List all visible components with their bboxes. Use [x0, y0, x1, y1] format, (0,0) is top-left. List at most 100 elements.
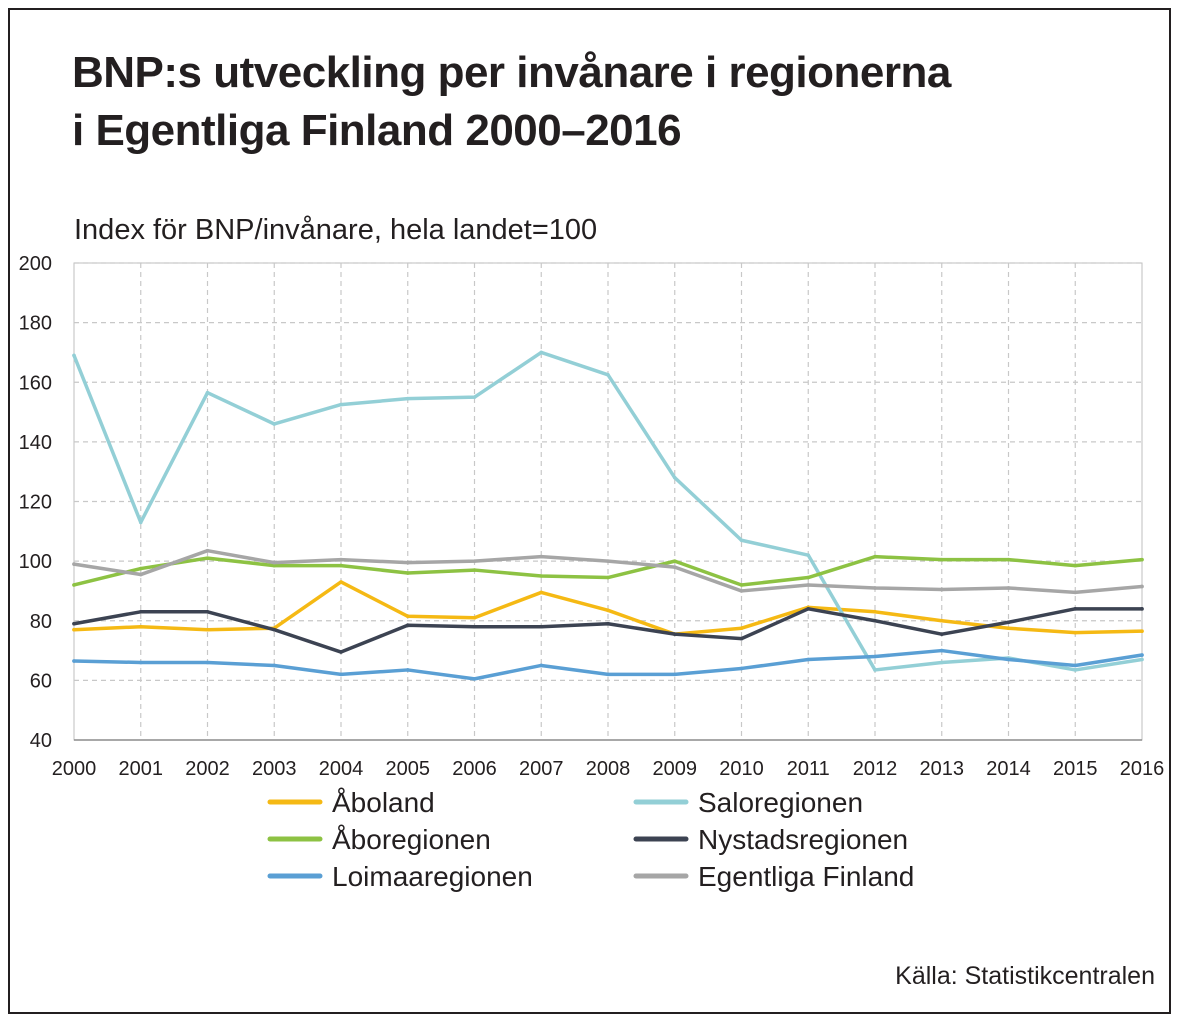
- legend-item: Egentliga Finland: [633, 861, 914, 892]
- data-point: [806, 583, 811, 587]
- data-point: [405, 623, 410, 628]
- data-point: [138, 572, 143, 577]
- y-tick-label: 60: [30, 670, 52, 692]
- data-point: [539, 554, 544, 559]
- legend-label: Åboregionen: [332, 824, 491, 855]
- data-point: [939, 660, 944, 665]
- data-point: [1006, 657, 1011, 662]
- data-point: [539, 663, 544, 668]
- x-tick-label: 2006: [452, 758, 497, 780]
- y-tick-label: 80: [30, 611, 52, 633]
- y-tick-label: 100: [19, 551, 52, 573]
- data-point: [873, 668, 877, 672]
- legend-label: Nystadsregionen: [698, 824, 908, 855]
- data-point: [339, 650, 343, 654]
- x-tick-label: 2016: [1120, 758, 1165, 780]
- legend-label: Åboland: [332, 787, 435, 818]
- data-point: [339, 563, 343, 568]
- data-point: [739, 636, 744, 641]
- data-point: [539, 350, 544, 355]
- data-point: [672, 565, 677, 569]
- data-point: [939, 648, 944, 653]
- x-tick-label: 2014: [986, 758, 1031, 780]
- data-point: [205, 548, 210, 553]
- x-tick-label: 2015: [1053, 758, 1098, 780]
- x-tick-label: 2005: [386, 758, 431, 780]
- data-point: [72, 562, 76, 566]
- data-point: [1073, 663, 1078, 668]
- data-point: [205, 610, 210, 614]
- data-point: [405, 614, 410, 619]
- data-point: [1140, 584, 1144, 589]
- y-tick-label: 180: [19, 313, 52, 335]
- data-point: [72, 353, 76, 358]
- title-line-1: BNP:s utveckling per invånare i regioner…: [72, 48, 951, 97]
- x-tick-label: 2002: [185, 758, 230, 780]
- legend-item: Åboregionen: [267, 824, 491, 855]
- series-aboregionen: [72, 554, 1144, 587]
- data-point: [873, 586, 877, 590]
- data-point: [272, 627, 277, 632]
- data-point: [272, 422, 277, 426]
- data-point: [739, 666, 744, 671]
- y-tick-label: 160: [19, 372, 52, 394]
- data-point: [539, 574, 544, 578]
- data-point: [606, 672, 610, 677]
- data-point: [472, 615, 477, 620]
- data-point: [1006, 586, 1011, 590]
- x-tick-label: 2010: [719, 758, 764, 780]
- y-tick-label: 40: [30, 730, 52, 752]
- data-point: [939, 587, 944, 592]
- series-nystadsregionen: [72, 607, 1144, 654]
- data-point: [606, 372, 610, 377]
- data-point: [739, 583, 744, 587]
- legend-label: Egentliga Finland: [698, 861, 914, 892]
- legend-label: Saloregionen: [698, 787, 863, 818]
- chart-subtitle: Index för BNP/invånare, hela landet=100: [74, 214, 598, 246]
- data-point: [339, 557, 343, 562]
- data-point: [405, 396, 410, 401]
- x-tick-label: 2009: [653, 758, 698, 780]
- data-point: [606, 559, 610, 563]
- data-point: [138, 566, 143, 571]
- data-point: [1140, 557, 1144, 562]
- data-point: [1140, 607, 1144, 611]
- data-point: [205, 556, 210, 560]
- data-point: [472, 559, 477, 563]
- x-tick-label: 2001: [119, 758, 164, 780]
- chart-frame: [8, 8, 1171, 1014]
- data-point: [472, 624, 477, 629]
- data-point: [1073, 668, 1078, 672]
- y-tick-label: 120: [19, 492, 52, 514]
- data-point: [539, 590, 544, 595]
- data-point: [138, 520, 143, 525]
- data-point: [1140, 653, 1144, 657]
- data-point: [1006, 626, 1011, 631]
- x-tick-label: 2011: [787, 758, 830, 780]
- data-point: [806, 657, 811, 662]
- data-point: [339, 672, 343, 677]
- source-note: Källa: Statistikcentralen: [895, 962, 1155, 990]
- x-tick-label: 2008: [586, 758, 631, 780]
- series-loimaaregionen: [72, 648, 1144, 681]
- data-point: [1140, 657, 1144, 662]
- legend-item: Loimaaregionen: [267, 861, 533, 892]
- data-point: [873, 610, 877, 614]
- data-point: [72, 659, 76, 663]
- data-point: [606, 621, 610, 626]
- data-point: [939, 557, 944, 562]
- x-tick-label: 2000: [52, 758, 97, 780]
- data-point: [272, 560, 277, 565]
- data-point: [873, 554, 877, 559]
- data-point: [873, 618, 877, 623]
- data-point: [72, 627, 76, 632]
- data-point: [739, 538, 744, 543]
- data-point: [806, 607, 811, 611]
- data-point: [138, 660, 143, 665]
- data-point: [405, 560, 410, 565]
- x-tick-label: 2013: [920, 758, 965, 780]
- data-point: [939, 632, 944, 636]
- data-point: [472, 395, 477, 399]
- x-tick-label: 2003: [252, 758, 297, 780]
